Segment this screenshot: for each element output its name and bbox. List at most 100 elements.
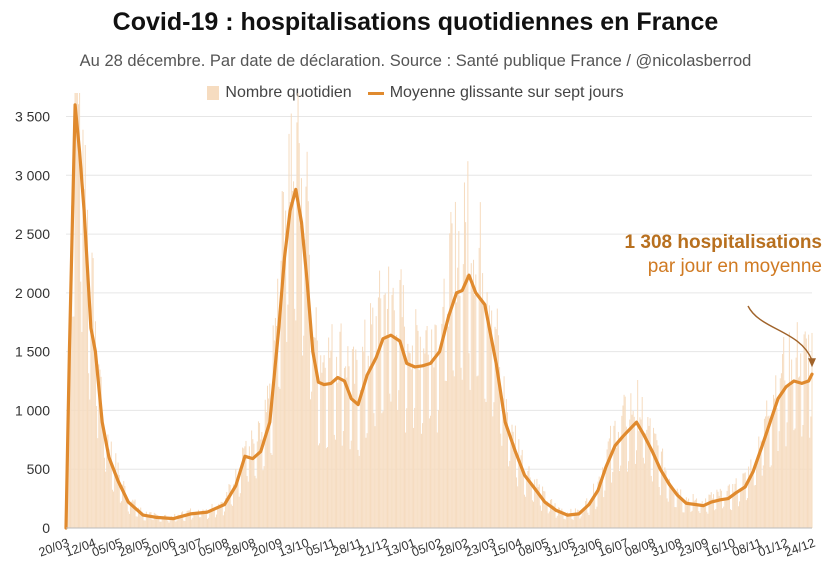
daily-bar xyxy=(410,369,412,528)
daily-bar xyxy=(252,439,254,528)
daily-bar xyxy=(338,376,340,528)
daily-bar xyxy=(250,457,252,528)
daily-bar xyxy=(92,258,94,528)
daily-bar xyxy=(620,465,622,528)
daily-bar xyxy=(306,151,308,528)
daily-bar xyxy=(336,356,338,528)
daily-bar xyxy=(204,510,206,528)
daily-bar xyxy=(416,325,418,528)
daily-bar xyxy=(752,470,754,528)
daily-bar xyxy=(144,520,146,528)
daily-bar xyxy=(655,433,657,528)
daily-bar xyxy=(407,343,409,528)
daily-bar xyxy=(330,350,332,528)
daily-bar xyxy=(722,508,724,528)
daily-bar xyxy=(474,295,476,528)
daily-bar xyxy=(478,247,480,528)
daily-bar xyxy=(763,418,765,528)
daily-bar xyxy=(609,425,612,528)
daily-bar xyxy=(761,475,763,528)
daily-bar xyxy=(370,303,372,528)
daily-bar xyxy=(602,467,604,528)
daily-bar xyxy=(381,413,383,528)
annotation-strong: 1 308 hospitalisations xyxy=(624,232,822,253)
daily-bar xyxy=(285,210,287,529)
daily-bar xyxy=(194,513,196,528)
daily-bar xyxy=(688,498,690,528)
daily-bar xyxy=(329,357,331,528)
annotation-arrow xyxy=(747,305,816,368)
daily-bar xyxy=(303,335,305,528)
daily-bar xyxy=(547,513,549,528)
daily-bar xyxy=(339,331,341,528)
daily-bar xyxy=(740,489,742,528)
daily-bar xyxy=(128,513,130,528)
daily-bar xyxy=(256,441,258,528)
daily-bar xyxy=(544,491,546,528)
daily-bar xyxy=(540,510,542,528)
daily-bar xyxy=(708,494,710,528)
daily-bar xyxy=(348,366,350,528)
daily-bar xyxy=(167,520,169,528)
daily-bar xyxy=(778,431,780,528)
daily-bar xyxy=(444,380,446,528)
daily-bar xyxy=(454,201,456,529)
daily-bar xyxy=(77,104,79,529)
daily-bar xyxy=(391,294,393,528)
daily-bar xyxy=(595,509,597,528)
daily-bar xyxy=(260,439,262,528)
daily-bar xyxy=(132,499,134,528)
daily-bar xyxy=(502,398,504,528)
daily-bar xyxy=(182,511,184,528)
daily-bar xyxy=(505,399,507,528)
daily-bar xyxy=(127,511,129,528)
daily-bar xyxy=(97,438,99,528)
daily-bar xyxy=(210,508,212,528)
moving-average-path xyxy=(64,103,814,530)
daily-bar xyxy=(122,484,124,528)
daily-bar xyxy=(599,483,601,528)
daily-bar xyxy=(562,513,564,528)
legend-item-line[interactable]: Moyenne glissante sur sept jours xyxy=(367,84,624,102)
daily-bar xyxy=(98,364,100,528)
daily-bar xyxy=(415,309,417,528)
daily-bar xyxy=(613,425,615,528)
daily-bar xyxy=(706,511,708,528)
daily-bar xyxy=(140,507,142,528)
legend-item-bars[interactable]: Nombre quotidien xyxy=(207,84,352,102)
daily-bar xyxy=(317,445,319,528)
daily-bar xyxy=(251,430,253,528)
daily-bar xyxy=(302,355,304,528)
chart-subtitle: Au 28 décembre. Par date de déclaration.… xyxy=(79,52,752,70)
daily-bar xyxy=(68,350,70,528)
daily-bar xyxy=(161,517,163,528)
daily-bar xyxy=(320,355,322,528)
daily-bar xyxy=(787,386,789,528)
daily-bar xyxy=(368,366,370,528)
daily-bar xyxy=(529,477,531,528)
daily-bar xyxy=(229,484,231,528)
daily-bar xyxy=(101,412,103,528)
daily-bar xyxy=(399,279,401,528)
daily-bar xyxy=(230,504,232,528)
daily-bar xyxy=(70,286,72,528)
daily-bar xyxy=(357,449,359,528)
daily-bar xyxy=(607,441,609,528)
daily-bar xyxy=(591,496,593,528)
daily-bar xyxy=(420,433,422,528)
daily-bar xyxy=(600,476,602,528)
daily-bar xyxy=(568,514,570,528)
daily-bar xyxy=(741,488,743,528)
daily-bar xyxy=(321,372,323,528)
daily-bar xyxy=(606,449,608,528)
daily-bar xyxy=(549,499,552,528)
daily-bar xyxy=(488,305,490,528)
daily-bar xyxy=(624,396,626,528)
daily-bar xyxy=(665,470,667,528)
daily-bar xyxy=(371,324,373,528)
daily-bar xyxy=(462,264,464,528)
daily-bar xyxy=(675,507,677,528)
daily-bar xyxy=(304,239,306,528)
daily-bar xyxy=(323,355,325,528)
daily-bar xyxy=(803,334,805,528)
